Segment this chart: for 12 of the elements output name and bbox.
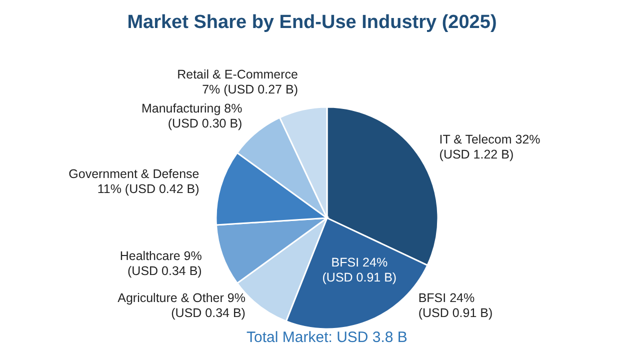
slice-label: Retail & E-Commerce	[177, 67, 298, 82]
slice-label: IT & Telecom 32% (USD 1.22 B)	[439, 132, 540, 162]
slice-label: Manufacturing 8% (USD 0.30 B)	[141, 101, 242, 130]
slice-label: Healthcare 9% (USD 0.34 B)	[120, 248, 202, 278]
slice-label: BFSI 24% (USD 0.91 B)	[322, 255, 397, 284]
data-label: 7% (USD 0.27 B)	[202, 82, 298, 96]
text: Total Market: USD 3.8 B	[246, 329, 408, 346]
slice-label: Government & Defense	[68, 166, 200, 181]
slice-label: BFSI 24% (USD 0.91 B)	[418, 290, 493, 320]
slice-label: Agriculture & Other 9% (USD 0.34 B)	[118, 290, 246, 320]
chart-title: Market Share by End-Use Industry (2025)	[127, 12, 497, 33]
data-label: 11% (USD 0.42 B)	[97, 182, 200, 196]
